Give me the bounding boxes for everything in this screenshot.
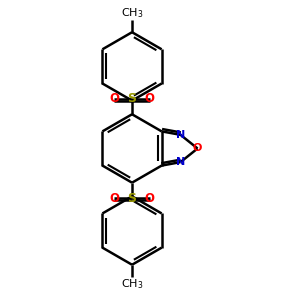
Text: CH$_3$: CH$_3$	[121, 277, 143, 290]
Text: O: O	[109, 92, 119, 105]
Text: O: O	[145, 192, 155, 205]
Text: N: N	[176, 157, 185, 167]
Text: O: O	[109, 192, 119, 205]
Text: S: S	[128, 192, 136, 205]
Text: N: N	[176, 130, 185, 140]
Text: O: O	[145, 92, 155, 105]
Text: S: S	[128, 92, 136, 105]
Text: O: O	[193, 143, 202, 154]
Text: CH$_3$: CH$_3$	[121, 6, 143, 20]
